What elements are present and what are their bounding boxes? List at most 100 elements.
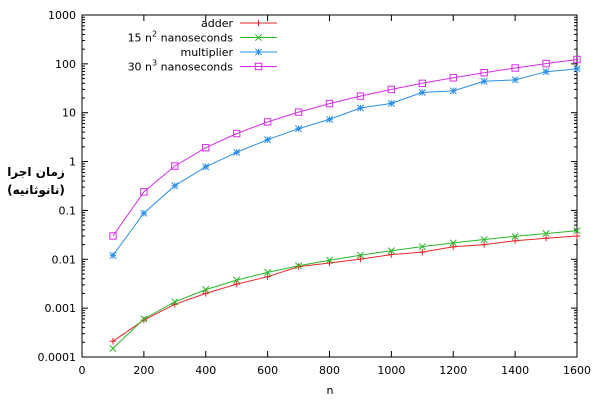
x-tick-label: 1000: [377, 364, 405, 377]
y-tick-label: 100: [55, 58, 76, 71]
legend-label: 30 n3 nanoseconds: [128, 59, 234, 74]
data-point-star: [233, 148, 241, 156]
data-point-plus: [357, 255, 364, 263]
x-axis: 0 200 400 600 800 1000 1200 1400 1600: [79, 15, 591, 377]
data-point-star: [171, 182, 179, 190]
data-point-star: [140, 209, 148, 217]
x-tick-label: 1400: [501, 364, 529, 377]
data-point-x: [387, 247, 395, 255]
data-point-x: [418, 243, 426, 251]
series-line: [112, 235, 578, 342]
data-point-x: [573, 227, 581, 235]
data-point-plus: [480, 241, 488, 248]
y-tick-label: 0.1: [59, 204, 77, 217]
data-point-plus: [255, 19, 262, 27]
data-point-square: [140, 188, 148, 196]
x-axis-label: n: [327, 384, 334, 397]
data-point-square: [418, 79, 427, 88]
legend-exponent: 2: [152, 30, 157, 39]
data-point-star: [480, 77, 488, 85]
x-tick-label: 400: [195, 364, 216, 377]
legend-entry: multiplier: [181, 46, 277, 59]
series-4: [109, 55, 581, 240]
legend-entry: adder: [201, 17, 277, 30]
data-point-plus: [202, 290, 209, 297]
data-point-star: [109, 251, 117, 259]
data-point-plus: [419, 248, 426, 256]
data-point-x: [171, 298, 179, 306]
y-tick-label: 0.01: [52, 253, 77, 266]
data-point-x: [511, 232, 519, 240]
legend-label: 15 n2 nanoseconds: [128, 30, 234, 45]
legend-text-part: multiplier: [181, 46, 234, 59]
data-point-star: [264, 136, 272, 144]
legend-label: multiplier: [181, 46, 234, 59]
x-tick-label: 1200: [439, 364, 467, 377]
data-point-star: [295, 125, 303, 133]
series-1: [109, 232, 581, 345]
data-point-x: [264, 268, 272, 276]
legend-label: adder: [201, 17, 233, 30]
data-point-plus: [511, 237, 519, 244]
y-tick-label: 1: [69, 156, 76, 169]
legend-entry: 15 n2 nanoseconds: [128, 30, 277, 45]
data-point-plus: [542, 235, 550, 242]
data-point-square: [511, 64, 519, 72]
data-point-star: [511, 76, 519, 84]
data-point-square: [387, 85, 396, 94]
data-point-plus: [233, 280, 240, 288]
data-point-star: [573, 65, 581, 73]
data-point-star: [542, 68, 550, 76]
data-point-plus: [573, 232, 581, 240]
data-point-star: [418, 88, 426, 96]
data-point-x: [109, 344, 117, 352]
y-tick-label: 1000: [48, 9, 76, 22]
data-point-square: [356, 92, 365, 100]
legend-text-part: nanoseconds: [157, 32, 233, 45]
data-point-square: [263, 118, 272, 126]
legend-text-part: adder: [201, 17, 233, 30]
series-3: [109, 65, 581, 259]
y-axis-label-line1: زمان اجرا: [7, 165, 65, 179]
x-tick-label: 600: [257, 364, 278, 377]
data-point-x: [542, 229, 550, 238]
data-point-plus: [388, 251, 395, 258]
x-tick-label: 800: [319, 364, 340, 377]
legend-text-part: 15 n: [128, 32, 152, 45]
y-axis: 0.0001 0.001 0.01 0.1 1 10 100 1000: [38, 9, 577, 364]
data-point-star: [202, 163, 210, 171]
data-point-square: [325, 99, 334, 108]
legend-entry: 30 n3 nanoseconds: [128, 59, 277, 74]
data-point-square: [254, 62, 263, 71]
data-point-star: [356, 104, 364, 112]
data-point-x: [449, 239, 457, 247]
y-tick-label: 0.0001: [38, 351, 77, 364]
data-point-x: [202, 286, 210, 294]
series-line: [112, 68, 578, 256]
y-axis-label-line2: (نانوثانیه): [7, 183, 65, 198]
x-tick-label: 200: [133, 364, 154, 377]
series-layer: [109, 55, 581, 352]
data-point-square: [573, 55, 581, 64]
data-point-x: [325, 256, 334, 264]
data-point-plus: [264, 273, 271, 280]
y-tick-label: 0.001: [45, 302, 77, 315]
data-point-plus: [109, 338, 117, 345]
data-point-x: [480, 235, 488, 244]
data-point-plus: [450, 243, 457, 251]
x-tick-label: 1600: [563, 364, 591, 377]
data-point-x: [233, 276, 241, 284]
data-point-plus: [140, 316, 148, 324]
data-point-star: [254, 48, 263, 56]
series-2: [109, 227, 581, 352]
data-point-star: [325, 115, 334, 123]
series-line: [112, 59, 578, 237]
legend-exponent: 3: [152, 59, 157, 68]
data-point-square: [171, 162, 179, 170]
legend-text-part: nanoseconds: [157, 61, 233, 74]
data-point-square: [294, 108, 303, 116]
data-point-square: [202, 144, 210, 152]
data-point-star: [387, 99, 395, 107]
